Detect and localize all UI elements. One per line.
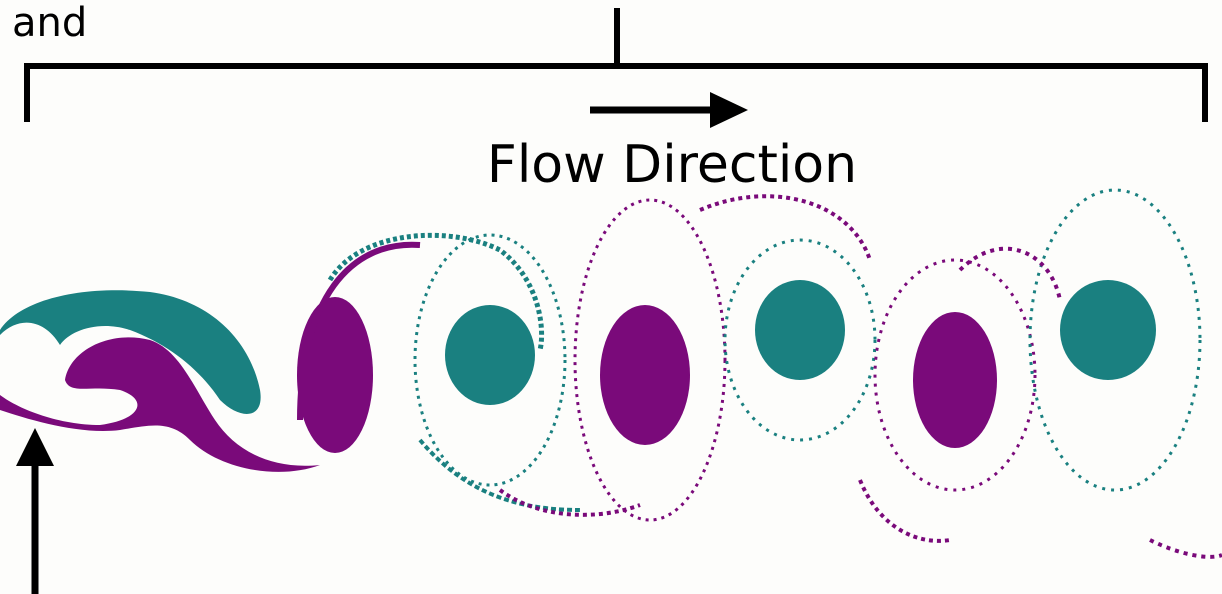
vortex-purple bbox=[913, 312, 997, 448]
vortex-teal bbox=[755, 280, 845, 380]
vortex-purple bbox=[297, 297, 373, 453]
page: and Flow Direction bbox=[0, 0, 1222, 594]
figure: and Flow Direction bbox=[0, 0, 1222, 594]
cylinder bbox=[0, 333, 62, 397]
vortex-purple bbox=[600, 305, 690, 445]
background bbox=[0, 0, 1222, 594]
vortex-teal bbox=[1060, 280, 1156, 380]
vortex-teal bbox=[445, 305, 535, 405]
top-text: and bbox=[12, 0, 87, 46]
flow-label: Flow Direction bbox=[487, 135, 857, 195]
